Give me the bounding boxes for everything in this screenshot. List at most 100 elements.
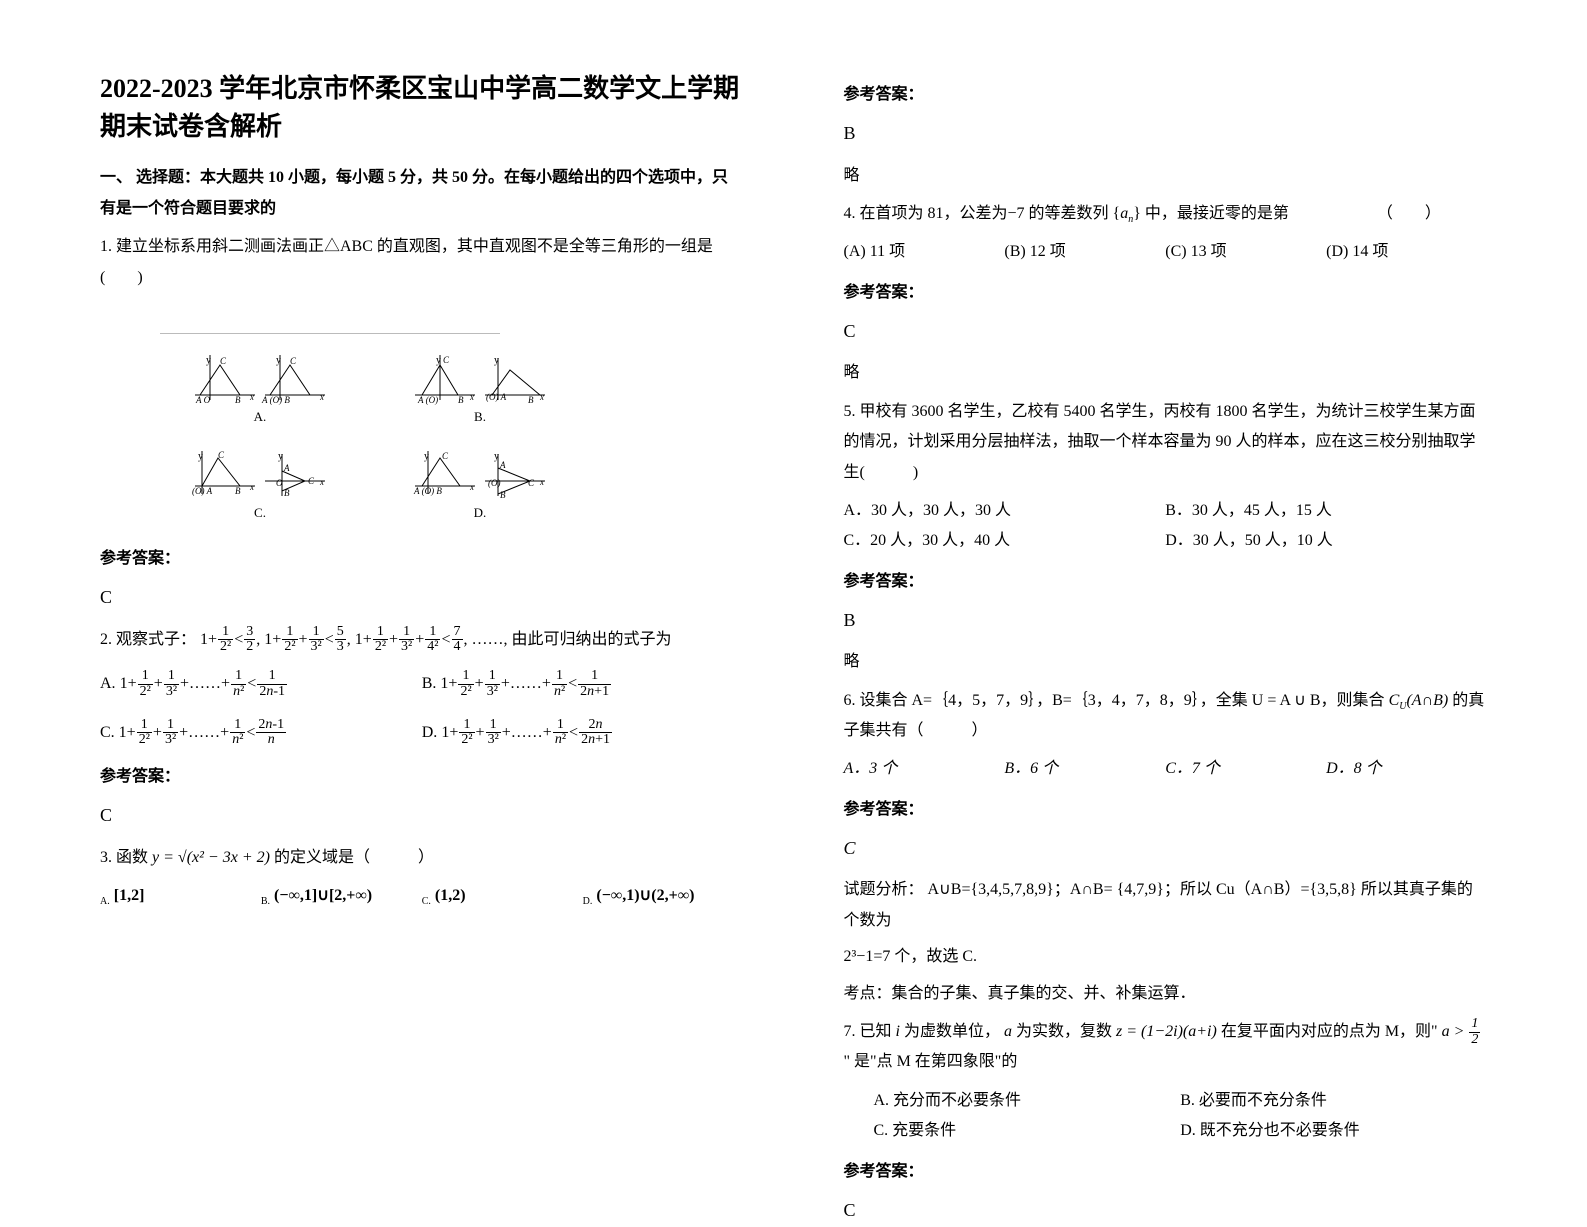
svg-text:y: y bbox=[198, 451, 203, 462]
q3-options: A. [1,2] B. (−∞,1]∪[2,+∞) C. (1,2) D. (−… bbox=[100, 881, 744, 911]
svg-text:x: x bbox=[469, 482, 474, 492]
opt-label: C. bbox=[422, 896, 431, 907]
svg-text:C: C bbox=[442, 451, 449, 461]
opt-text: C．7 个 bbox=[1165, 760, 1220, 777]
svg-text:(O): (O) bbox=[488, 478, 501, 488]
q7-d: 在复平面内对应的点为 M，则" bbox=[1221, 1023, 1438, 1040]
q7-option-c: C. 充要条件 bbox=[874, 1116, 1181, 1146]
a-gt-half: a > 12 bbox=[1442, 1023, 1482, 1040]
q3-option-c: C. (1,2) bbox=[422, 881, 583, 911]
answer-label: 参考答案： bbox=[844, 795, 1488, 825]
opt-text: [1,2] bbox=[114, 887, 145, 904]
opt-label: B. bbox=[261, 896, 270, 907]
triangle-pair-icon: y C A (O) B x y A (O) B C x bbox=[410, 446, 550, 501]
q6-analysis-2: 2³−1=7 个，故选 C. bbox=[844, 942, 1488, 972]
z-formula: z = (1−2i)(a+i) bbox=[1116, 1023, 1217, 1040]
svg-text:(O) A: (O) A bbox=[192, 486, 213, 496]
svg-text:x: x bbox=[539, 392, 544, 402]
q4-tail: 中，最接近零的是第 （ ） bbox=[1145, 205, 1441, 222]
svg-text:B: B bbox=[528, 395, 534, 405]
q4-seq: {an} bbox=[1113, 205, 1141, 222]
q6-analysis-1: 试题分析： A∪B={3,4,5,7,8,9}；A∩B= {4,7,9}；所以 … bbox=[844, 875, 1488, 936]
svg-text:y: y bbox=[276, 355, 281, 366]
svg-text:x: x bbox=[319, 477, 324, 487]
svg-text:x: x bbox=[249, 392, 254, 402]
triangle-pair-icon: y C (O) A B x y A O B C x bbox=[190, 446, 330, 501]
opt-label: D. bbox=[583, 896, 593, 907]
i-symbol: i bbox=[896, 1023, 900, 1040]
q3-option-a: A. [1,2] bbox=[100, 881, 261, 911]
page: 2022-2023 学年北京市怀柔区宝山中学高二数学文上学期期末试卷含解析 一、… bbox=[0, 0, 1587, 1122]
doc-title: 2022-2023 学年北京市怀柔区宝山中学高二数学文上学期期末试卷含解析 bbox=[100, 70, 744, 145]
answer-label: 参考答案： bbox=[844, 80, 1488, 110]
figure-row-1: y C A O B x y C A (O) B x bbox=[160, 334, 500, 430]
q2-answer: C bbox=[100, 798, 744, 832]
opt-label: A. bbox=[100, 675, 116, 692]
q2-formula: 1+12²<32, 1+12²+13²<53, 1+12²+13²+14²<74… bbox=[200, 631, 472, 648]
union-symbol: ∪ bbox=[1294, 692, 1306, 709]
opt-text: (−∞,1)∪(2,+∞) bbox=[596, 887, 694, 904]
opt-text: B．6 个 bbox=[1004, 760, 1058, 777]
svg-text:A: A bbox=[283, 463, 290, 473]
q2-option-a: A. 1+12²+13²+……+1n²<12n-1 bbox=[100, 669, 422, 700]
answer-label: 参考答案： bbox=[100, 762, 744, 792]
svg-text:B: B bbox=[235, 486, 241, 496]
figure-cell-a: y C A O B x y C A (O) B x bbox=[190, 350, 330, 430]
q4-option-d: (D) 14 项 bbox=[1326, 237, 1487, 267]
q3-answer: B bbox=[844, 116, 1488, 150]
svg-text:O: O bbox=[276, 478, 283, 488]
q3-option-d: D. (−∞,1)∪(2,+∞) bbox=[583, 881, 744, 911]
svg-text:y: y bbox=[494, 451, 499, 462]
q6-option-b: B．6 个 bbox=[1004, 754, 1165, 784]
answer-label: 参考答案： bbox=[844, 567, 1488, 597]
svg-text:B: B bbox=[500, 490, 506, 500]
opt-text: D．8 个 bbox=[1326, 760, 1382, 777]
figure-label-b: B. bbox=[474, 405, 486, 430]
q3-formula: y = √(x² − 3x + 2) bbox=[152, 849, 270, 866]
svg-text:y: y bbox=[278, 451, 283, 462]
q6-option-a: A．3 个 bbox=[844, 754, 1005, 784]
q2-options: A. 1+12²+13²+……+1n²<12n-1 B. 1+12²+13²+…… bbox=[100, 669, 744, 748]
q6-options: A．3 个 B．6 个 C．7 个 D．8 个 bbox=[844, 754, 1488, 784]
section-1-heading: 一、 选择题：本大题共 10 小题，每小题 5 分，共 50 分。在每小题给出的… bbox=[100, 163, 744, 224]
q2-option-d: D. 1+12²+13²+……+1n²<2n2n+1 bbox=[422, 718, 744, 749]
left-column: 2022-2023 学年北京市怀柔区宝山中学高二数学文上学期期末试卷含解析 一、… bbox=[0, 0, 794, 1122]
q4-option-b: (B) 12 项 bbox=[1004, 237, 1165, 267]
q7-option-a: A. 充分而不必要条件 bbox=[874, 1086, 1181, 1116]
answer-label: 参考答案： bbox=[844, 278, 1488, 308]
question-3: 3. 函数 y = √(x² − 3x + 2) 的定义域是（ ） bbox=[100, 843, 744, 873]
opt-label: B. bbox=[422, 675, 437, 692]
svg-text:B: B bbox=[458, 395, 464, 405]
svg-text:y: y bbox=[206, 355, 211, 366]
q4-lead: 4. 在首项为 81，公差为−7 的等差数列 bbox=[844, 205, 1109, 222]
opt-label: C. bbox=[100, 724, 115, 741]
opt-text: (−∞,1]∪[2,+∞) bbox=[274, 887, 372, 904]
q2-option-b: B. 1+12²+13²+……+1n²<12n+1 bbox=[422, 669, 744, 700]
question-7: 7. 已知 i 为虚数单位， a 为实数，复数 z = (1−2i)(a+i) … bbox=[844, 1017, 1488, 1078]
figure-row-2: y C (O) A B x y A O B C x bbox=[160, 430, 500, 526]
question-2: 2. 观察式子： 1+12²<32, 1+12²+13²<53, 1+12²+1… bbox=[100, 625, 744, 656]
svg-text:(O) A: (O) A bbox=[486, 392, 507, 402]
figure-cell-b: C y A (O) B x y (O) A B x bbox=[410, 350, 550, 430]
svg-text:C: C bbox=[443, 355, 450, 365]
answer-label: 参考答案： bbox=[100, 544, 744, 574]
q5-extra: 略 bbox=[844, 647, 1488, 677]
q7-a: 7. 已知 bbox=[844, 1023, 892, 1040]
right-column: 参考答案： B 略 4. 在首项为 81，公差为−7 的等差数列 {an} 中，… bbox=[794, 0, 1587, 1122]
answer-label: 参考答案： bbox=[844, 1157, 1488, 1187]
q2-option-c: C. 1+12²+13²+……+1n²<2n-1n bbox=[100, 718, 422, 749]
svg-text:A (O) B: A (O) B bbox=[261, 395, 290, 405]
q2-intro: 2. 观察式子： bbox=[100, 631, 196, 648]
svg-text:x: x bbox=[469, 392, 474, 402]
svg-text:C: C bbox=[220, 356, 227, 366]
svg-text:C: C bbox=[308, 476, 315, 486]
svg-text:A: A bbox=[499, 460, 506, 470]
q4-extra: 略 bbox=[844, 358, 1488, 388]
q4-options: (A) 11 项 (B) 12 项 (C) 13 项 (D) 14 项 bbox=[844, 237, 1488, 267]
q5-option-c: C．20 人，30 人，40 人 bbox=[844, 526, 1166, 556]
opt-label: A. bbox=[100, 896, 110, 907]
triangle-pair-icon: y C A O B x y C A (O) B x bbox=[190, 350, 330, 405]
svg-text:y: y bbox=[436, 355, 441, 366]
q6-option-c: C．7 个 bbox=[1165, 754, 1326, 784]
question-1: 1. 建立坐标系用斜二测画法画正△ABC 的直观图，其中直观图不是全等三角形的一… bbox=[100, 232, 744, 293]
